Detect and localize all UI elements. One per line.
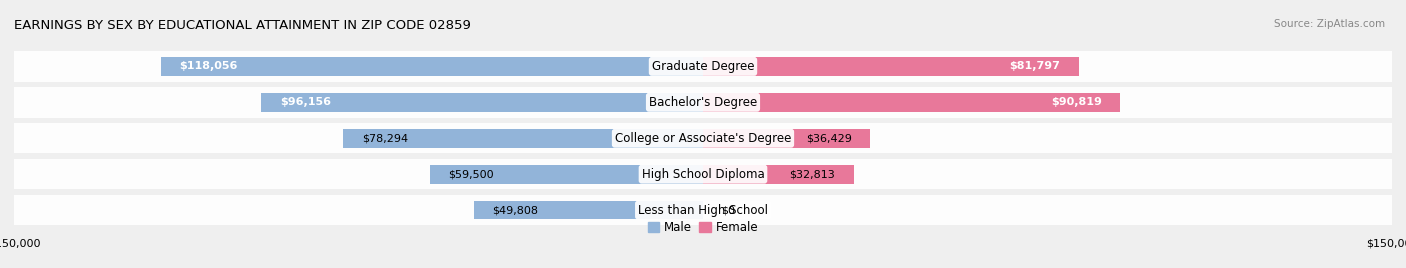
Text: $81,797: $81,797 xyxy=(1010,61,1060,71)
Text: Source: ZipAtlas.com: Source: ZipAtlas.com xyxy=(1274,19,1385,29)
Bar xyxy=(703,93,1121,112)
Text: $0: $0 xyxy=(721,205,735,215)
Bar xyxy=(14,123,1392,154)
Text: $49,808: $49,808 xyxy=(492,205,538,215)
Text: $90,819: $90,819 xyxy=(1050,97,1102,107)
Bar xyxy=(14,195,1392,225)
Text: Less than High School: Less than High School xyxy=(638,204,768,217)
Text: $59,500: $59,500 xyxy=(449,169,494,179)
Bar xyxy=(14,87,1392,118)
Bar xyxy=(430,165,703,184)
Bar xyxy=(14,51,1392,81)
Bar xyxy=(343,129,703,148)
Bar xyxy=(703,165,853,184)
Text: $96,156: $96,156 xyxy=(280,97,330,107)
Text: $78,294: $78,294 xyxy=(361,133,408,143)
Bar xyxy=(262,93,703,112)
Bar xyxy=(474,201,703,219)
Text: $36,429: $36,429 xyxy=(806,133,852,143)
Text: Graduate Degree: Graduate Degree xyxy=(652,60,754,73)
Text: College or Associate's Degree: College or Associate's Degree xyxy=(614,132,792,145)
Text: $118,056: $118,056 xyxy=(179,61,238,71)
Bar xyxy=(14,159,1392,189)
Text: High School Diploma: High School Diploma xyxy=(641,168,765,181)
Bar xyxy=(703,57,1078,76)
Bar xyxy=(160,57,703,76)
Text: $32,813: $32,813 xyxy=(790,169,835,179)
Bar xyxy=(703,129,870,148)
Legend: Male, Female: Male, Female xyxy=(648,221,758,234)
Text: EARNINGS BY SEX BY EDUCATIONAL ATTAINMENT IN ZIP CODE 02859: EARNINGS BY SEX BY EDUCATIONAL ATTAINMEN… xyxy=(14,19,471,32)
Text: Bachelor's Degree: Bachelor's Degree xyxy=(650,96,756,109)
